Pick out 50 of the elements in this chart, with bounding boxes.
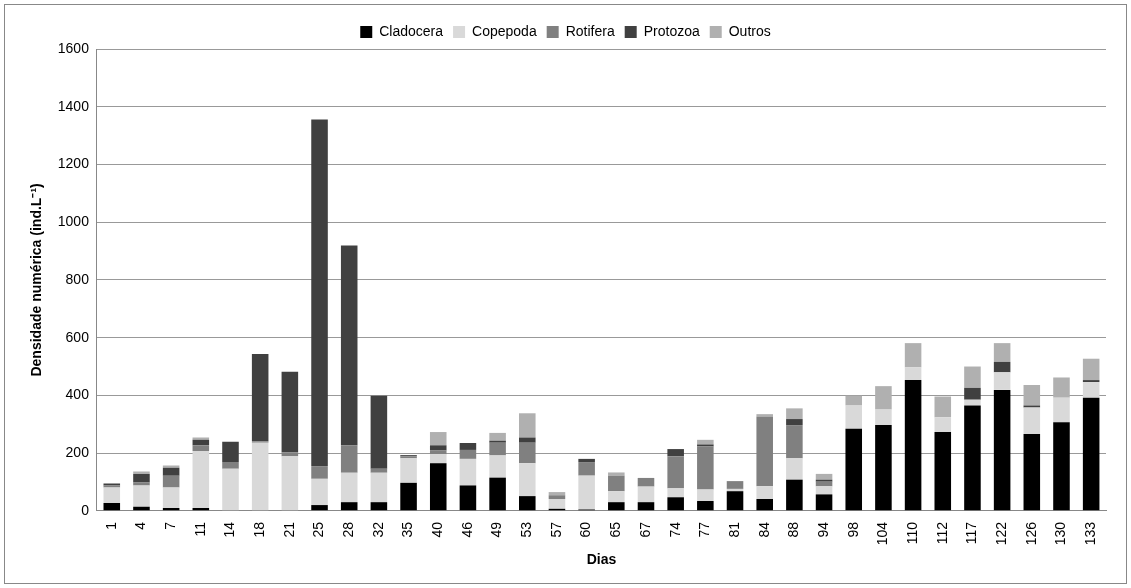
- y-tick-label: 0: [81, 501, 90, 518]
- x-tick-label: 130: [1052, 521, 1069, 546]
- x-tick-label: 11: [191, 521, 208, 537]
- y-tick-label: 1600: [57, 39, 90, 56]
- legend-label: Rotifera: [565, 22, 615, 39]
- x-tick-label: 18: [251, 521, 268, 538]
- legend-label: Cladocera: [379, 22, 444, 39]
- x-tick-label: 35: [399, 521, 416, 538]
- x-tick-label: 60: [577, 521, 594, 538]
- x-tick-label: 4: [132, 521, 149, 530]
- x-tick-label: 65: [607, 521, 624, 538]
- legend-label: Outros: [728, 22, 771, 39]
- y-tick-label: 200: [65, 443, 90, 460]
- x-axis-title: Dias: [586, 551, 617, 568]
- x-tick-label: 110: [903, 521, 920, 545]
- legend-label: Copepoda: [472, 22, 537, 39]
- x-tick-label: 14: [221, 521, 238, 538]
- x-tick-label: 32: [369, 521, 386, 538]
- x-tick-label: 1: [102, 521, 119, 530]
- x-tick-label: 126: [1022, 521, 1039, 546]
- x-tick-label: 117: [963, 521, 980, 545]
- x-tick-label: 25: [310, 521, 327, 538]
- x-tick-label: 133: [1082, 521, 1099, 546]
- x-tick-label: 94: [814, 521, 831, 538]
- y-tick-label: 600: [65, 328, 90, 345]
- x-tick-label: 74: [666, 521, 683, 538]
- x-tick-label: 112: [933, 521, 950, 545]
- x-tick-label: 57: [547, 521, 564, 538]
- x-tick-label: 7: [162, 521, 178, 530]
- x-tick-label: 98: [844, 521, 861, 538]
- y-tick-label: 800: [65, 270, 90, 287]
- x-tick-label: 53: [518, 521, 535, 538]
- y-tick-label: 1000: [57, 213, 90, 230]
- x-tick-label: 49: [488, 521, 505, 538]
- legend-label: Protozoa: [643, 22, 700, 39]
- x-tick-label: 21: [280, 521, 297, 538]
- x-tick-label: 88: [785, 521, 802, 538]
- x-tick-label: 46: [458, 521, 475, 538]
- x-tick-label: 40: [429, 521, 446, 538]
- y-axis-title: Densidade numérica (ind.L⁻¹): [28, 183, 45, 377]
- x-tick-label: 84: [755, 521, 772, 538]
- x-tick-label: 81: [725, 521, 742, 538]
- y-tick-label: 1200: [57, 155, 90, 172]
- x-tick-label: 67: [636, 521, 653, 538]
- x-tick-label: 104: [874, 521, 891, 546]
- y-tick-label: 400: [65, 386, 90, 403]
- y-tick-label: 1400: [57, 97, 90, 114]
- x-tick-label: 77: [696, 521, 713, 538]
- x-tick-label: 122: [992, 521, 1009, 546]
- x-tick-label: 28: [340, 521, 357, 538]
